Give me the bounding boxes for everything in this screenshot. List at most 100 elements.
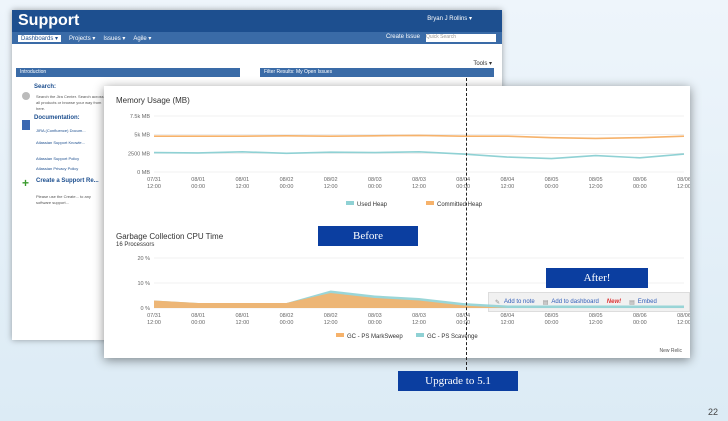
x-tick-label: 08/04 bbox=[456, 177, 470, 183]
x-tick-label: 08/03 bbox=[368, 313, 382, 319]
x-tick-label: 00:00 bbox=[456, 184, 470, 190]
legend-label: Used Heap bbox=[357, 202, 388, 208]
before-callout: Before bbox=[318, 226, 418, 246]
x-tick-label: 08/02 bbox=[324, 313, 338, 319]
doc-link-4[interactable]: Atlassian Privacy Policy bbox=[36, 166, 79, 171]
slide-number: 22 bbox=[707, 407, 718, 417]
x-tick-label: 08/06 bbox=[633, 177, 647, 183]
nav-dashboards[interactable]: Dashboards ▾ bbox=[18, 34, 62, 42]
x-tick-label: 00:00 bbox=[545, 320, 559, 326]
x-tick-label: 07/31 bbox=[147, 313, 161, 319]
quick-search-input[interactable]: Quick Search bbox=[426, 34, 496, 42]
y-tick-label: 0 MB bbox=[137, 170, 150, 176]
x-tick-label: 08/05 bbox=[545, 177, 559, 183]
user-menu[interactable]: Bryan J Rollins ▾ bbox=[427, 16, 472, 22]
plus-icon: + bbox=[22, 176, 30, 190]
embed-icon: ▤ bbox=[629, 299, 635, 306]
nav-issues[interactable]: Issues ▾ bbox=[103, 35, 126, 42]
search-text: Search the Jira Center. Search across al… bbox=[36, 94, 104, 111]
upgrade-marker-line bbox=[466, 78, 467, 370]
x-tick-label: 08/06 bbox=[677, 313, 690, 319]
x-tick-label: 12:00 bbox=[677, 320, 690, 326]
intro-panel-header: Introduction bbox=[16, 68, 240, 77]
x-tick-label: 08/01 bbox=[191, 313, 205, 319]
x-tick-label: 08/06 bbox=[633, 313, 647, 319]
doc-link-3[interactable]: Atlassian Support Policy bbox=[36, 156, 80, 161]
x-tick-label: 08/03 bbox=[412, 313, 426, 319]
doc-link-1[interactable]: JIRA (Confluence) Docum... bbox=[36, 128, 86, 133]
series-line-used-heap bbox=[153, 151, 685, 160]
add-to-dashboard-button[interactable]: Add to dashboard bbox=[551, 299, 599, 305]
nav-agile[interactable]: Agile ▾ bbox=[133, 35, 152, 42]
upgrade-callout: Upgrade to 5.1 bbox=[398, 371, 518, 391]
memory-chart-title: Memory Usage (MB) bbox=[116, 96, 190, 105]
x-tick-label: 12:00 bbox=[500, 320, 514, 326]
x-tick-label: 08/05 bbox=[589, 313, 603, 319]
filter-panel-header: Filter Results: My Open Issues bbox=[260, 68, 494, 77]
legend-label: GC - PS Scavenge bbox=[427, 334, 478, 340]
new-badge: New! bbox=[606, 299, 622, 305]
jira-header: Support Bryan J Rollins ▾ bbox=[12, 10, 502, 32]
x-tick-label: 00:00 bbox=[191, 184, 205, 190]
series-area-gc---ps-marksweep bbox=[154, 293, 684, 308]
x-tick-label: 08/03 bbox=[412, 177, 426, 183]
x-tick-label: 08/05 bbox=[589, 177, 603, 183]
x-tick-label: 08/01 bbox=[235, 313, 249, 319]
x-tick-label: 08/01 bbox=[191, 177, 205, 183]
legend-label: GC - PS MarkSweep bbox=[347, 334, 403, 340]
x-tick-label: 08/04 bbox=[456, 313, 470, 319]
create-support-title[interactable]: Create a Support Re... bbox=[36, 178, 99, 184]
gc-chart-subtitle: 16 Processors bbox=[116, 242, 155, 248]
x-tick-label: 12:00 bbox=[324, 184, 338, 190]
x-tick-label: 00:00 bbox=[368, 320, 382, 326]
x-tick-label: 12:00 bbox=[677, 184, 690, 190]
y-tick-label: 7.5k MB bbox=[130, 114, 151, 120]
x-tick-label: 12:00 bbox=[235, 320, 249, 326]
x-tick-label: 08/04 bbox=[500, 177, 514, 183]
book-icon bbox=[22, 120, 30, 130]
y-tick-label: 5k MB bbox=[134, 133, 150, 139]
create-issue-button[interactable]: Create Issue bbox=[385, 34, 420, 40]
note-icon: ✎ bbox=[495, 299, 501, 306]
series-line-committed-heap bbox=[154, 134, 685, 140]
y-tick-label: 0 % bbox=[141, 306, 151, 312]
doc-link-2[interactable]: Atlassian Support Knowle... bbox=[36, 140, 85, 145]
x-tick-label: 00:00 bbox=[280, 320, 294, 326]
legend-swatch bbox=[336, 333, 344, 337]
y-tick-label: 20 % bbox=[137, 256, 150, 262]
after-callout: After! bbox=[546, 268, 648, 288]
x-tick-label: 00:00 bbox=[545, 184, 559, 190]
y-tick-label: 10 % bbox=[137, 281, 150, 287]
x-tick-label: 00:00 bbox=[456, 320, 470, 326]
x-tick-label: 12:00 bbox=[147, 184, 161, 190]
charts-window: Memory Usage (MB) Garbage Collection CPU… bbox=[104, 86, 690, 358]
x-tick-label: 00:00 bbox=[633, 320, 647, 326]
legend-swatch bbox=[426, 201, 434, 205]
create-support-text: Please use the Create... to any software… bbox=[36, 194, 91, 205]
x-tick-label: 12:00 bbox=[412, 320, 426, 326]
x-tick-label: 00:00 bbox=[368, 184, 382, 190]
x-tick-label: 12:00 bbox=[412, 184, 426, 190]
search-icon bbox=[22, 92, 30, 100]
legend-swatch bbox=[416, 333, 424, 337]
x-tick-label: 12:00 bbox=[500, 184, 514, 190]
y-tick-label: 2500 MB bbox=[128, 151, 150, 157]
x-tick-label: 12:00 bbox=[589, 184, 603, 190]
new-relic-link[interactable]: New Relic bbox=[659, 348, 682, 354]
embed-button[interactable]: Embed bbox=[637, 299, 657, 305]
chart-icon: ▤ bbox=[542, 299, 549, 306]
legend-swatch bbox=[346, 201, 354, 205]
x-tick-label: 08/06 bbox=[677, 177, 690, 183]
documentation-title: Documentation: bbox=[34, 115, 80, 121]
add-to-note-button[interactable]: Add to note bbox=[504, 299, 535, 305]
x-tick-label: 00:00 bbox=[633, 184, 647, 190]
tools-menu[interactable]: Tools ▾ bbox=[473, 61, 492, 67]
x-tick-label: 07/31 bbox=[147, 177, 161, 183]
nav-projects[interactable]: Projects ▾ bbox=[69, 35, 96, 42]
x-tick-label: 08/03 bbox=[368, 177, 382, 183]
jira-nav: Dashboards ▾ Projects ▾ Issues ▾ Agile ▾… bbox=[12, 32, 502, 44]
x-tick-label: 08/02 bbox=[280, 313, 294, 319]
x-tick-label: 12:00 bbox=[589, 320, 603, 326]
jira-logo: Support bbox=[18, 12, 80, 29]
